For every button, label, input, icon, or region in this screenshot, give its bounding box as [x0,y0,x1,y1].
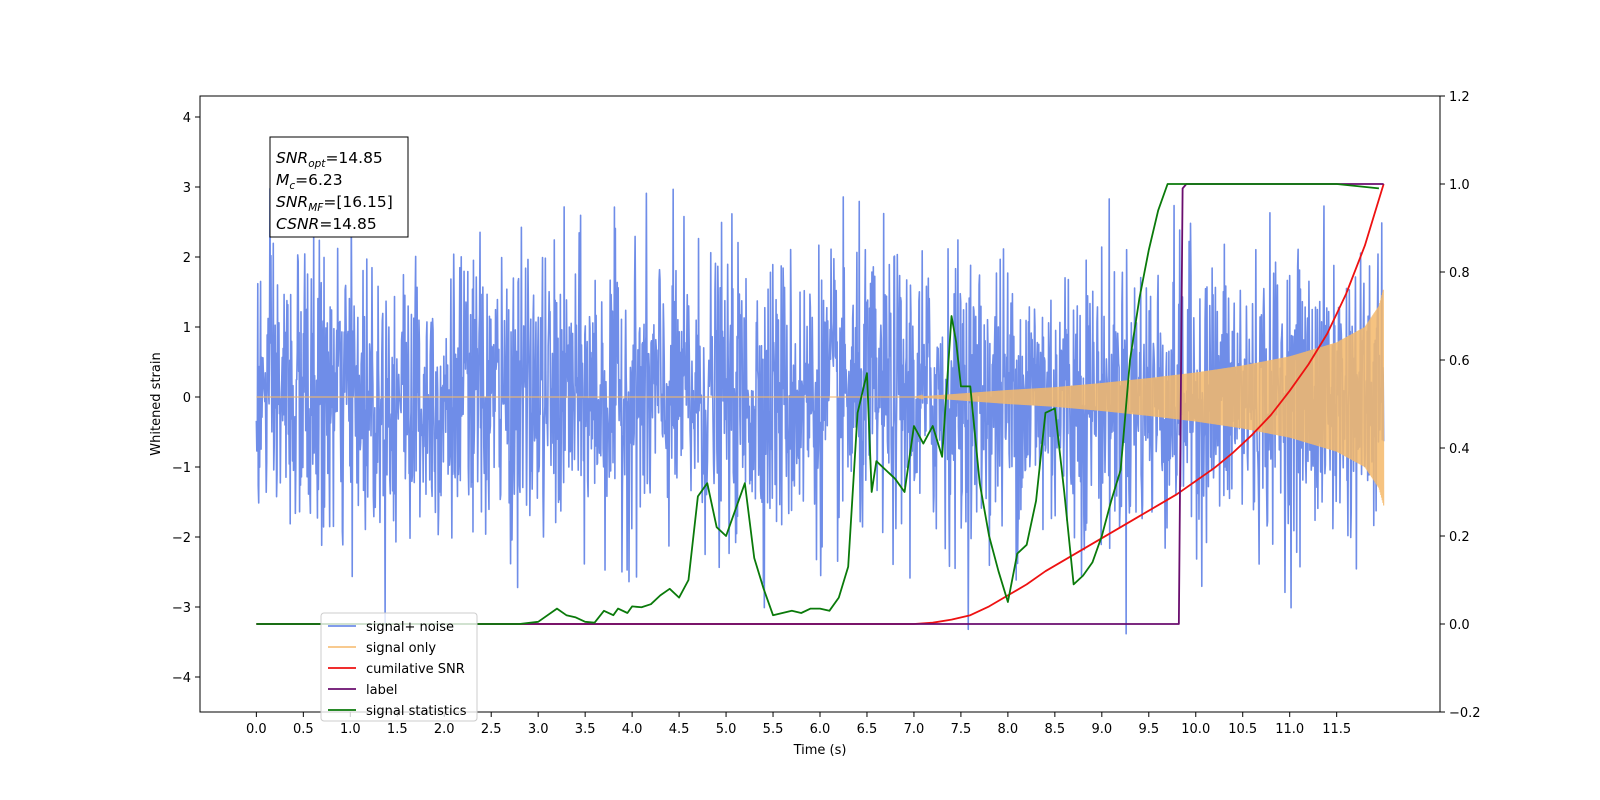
legend-label: label [366,683,397,698]
y-left-tick-label: 2 [183,251,191,266]
annotation-box: SNRopt=14.85Mc=6.23SNRMF=[16.15]CSNR=14.… [269,136,409,238]
annotation-frame [269,136,409,238]
legend-label: signal+ noise [366,620,454,635]
y-left-tick-label: −3 [172,601,191,616]
y-left-tick-label: 1 [183,321,191,336]
y-right-tick-label: 0.6 [1449,354,1470,369]
legend-label: signal only [366,641,436,656]
x-tick-label: 2.5 [481,722,502,737]
legend-label: signal statistics [366,704,467,719]
y-left-tick-label: −4 [172,671,191,686]
x-tick-label: 2.0 [434,722,455,737]
plot-area [255,183,1385,635]
legend-label: cumilative SNR [366,662,465,677]
y-right-tick-label: −0.2 [1449,706,1481,721]
series-cumilative-snr-line [256,183,1385,625]
x-tick-label: 7.0 [904,722,925,737]
x-tick-label: 9.5 [1138,722,1159,737]
x-tick-label: 10.0 [1181,722,1210,737]
x-tick-label: 5.5 [763,722,784,737]
x-tick-label: 0.5 [293,722,314,737]
x-tick-label: 1.0 [340,722,361,737]
series-signal-only-line [256,289,1385,506]
y-axis-left: −4 −3 −2 −1 0 1 2 3 4 [172,111,200,686]
x-tick-label: 4.5 [669,722,690,737]
annotation-line: Mc=6.23 [276,171,343,192]
y-left-tick-label: −1 [172,461,191,476]
x-tick-label: 8.0 [998,722,1019,737]
legend-frame [320,612,478,722]
x-tick-label: 4.0 [622,722,643,737]
y-right-tick-label: 0.0 [1449,618,1470,633]
x-tick-label: 11.5 [1322,722,1351,737]
y-right-tick-label: 1.0 [1449,178,1470,193]
legend: signal+ noise signal only cumilative SNR la… [320,612,478,722]
x-tick-label: 9.0 [1091,722,1112,737]
y-axis-right: −0.2 0.0 0.2 0.4 0.6 0.8 1.0 1.2 [1440,90,1481,721]
annotation-line: CSNR=14.85 [276,215,377,233]
x-tick-label: 11.0 [1275,722,1304,737]
series-signal-statistics-line [256,183,1380,625]
y-right-tick-label: 1.2 [1449,90,1470,105]
x-tick-label: 7.5 [951,722,972,737]
y-left-tick-label: 4 [183,111,191,126]
x-tick-label: 6.0 [810,722,831,737]
x-tick-label: 3.5 [575,722,596,737]
x-tick-label: 8.5 [1045,722,1066,737]
x-axis-title: Time (s) [793,743,847,758]
x-tick-label: 6.5 [857,722,878,737]
y-right-tick-label: 0.8 [1449,266,1470,281]
x-tick-label: 3.0 [528,722,549,737]
x-tick-label: 5.0 [716,722,737,737]
y-left-tick-label: 3 [183,181,191,196]
annotation-line: SNRMF=[16.15] [276,193,393,214]
y-right-tick-label: 0.4 [1449,442,1470,457]
y-left-tick-label: −2 [172,531,191,546]
annotation-line: SNRopt=14.85 [276,149,383,170]
x-tick-label: 0.0 [246,722,267,737]
y-axis-title: Whitened strain [149,352,164,455]
y-left-tick-label: 0 [183,391,191,406]
x-axis: 0.0 0.5 1.0 1.5 2.0 2.5 3.0 3.5 4.0 4.5 5.0 5.5 6.0 6… [246,712,1351,737]
x-tick-label: 10.5 [1228,722,1257,737]
x-tick-label: 1.5 [387,722,408,737]
y-right-tick-label: 0.2 [1449,530,1470,545]
